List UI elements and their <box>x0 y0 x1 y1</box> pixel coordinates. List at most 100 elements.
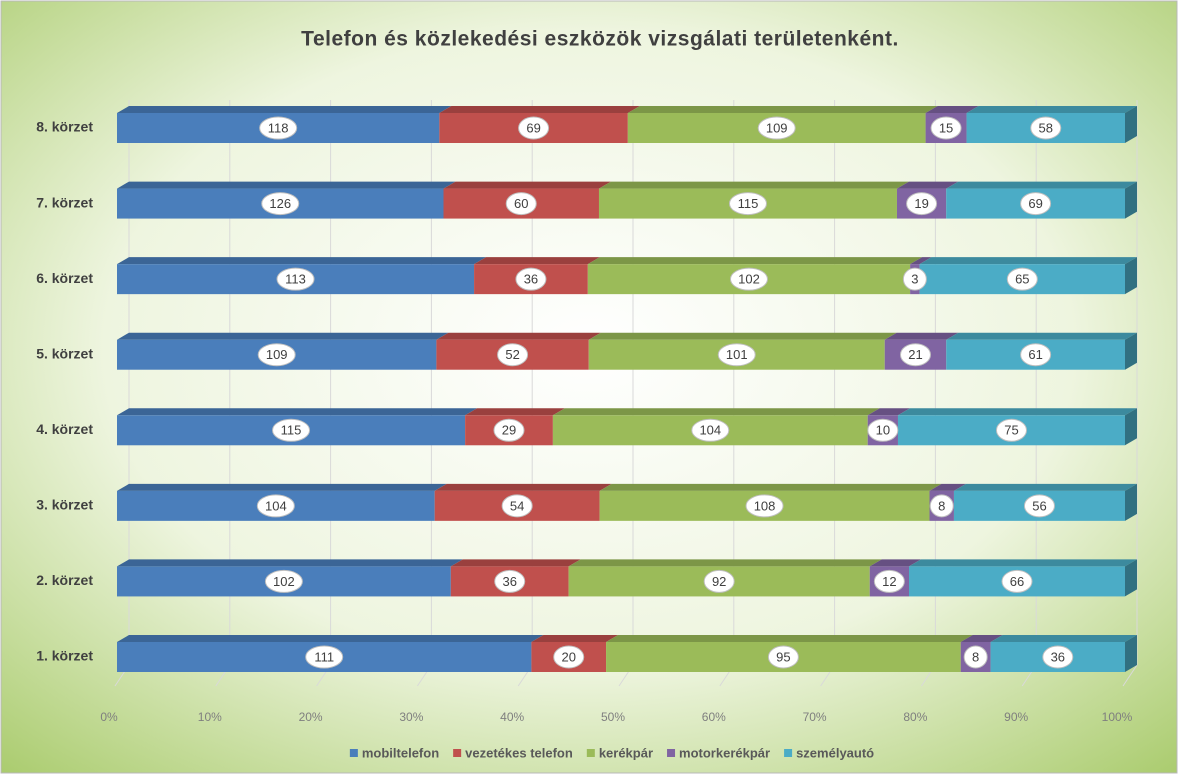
data-label: 54 <box>510 498 524 513</box>
bar-side <box>1125 483 1137 521</box>
data-label-bg <box>745 494 784 518</box>
x-tick-label: 70% <box>803 710 827 724</box>
data-label: 75 <box>1004 423 1018 438</box>
data-label-bg <box>1001 569 1033 593</box>
data-label-bg <box>518 116 550 140</box>
bar-top <box>588 332 897 340</box>
bar-top <box>919 257 1137 265</box>
data-label-bg <box>1020 192 1052 216</box>
legend-swatch <box>349 749 358 757</box>
data-label-bg <box>757 116 796 140</box>
bar-top <box>910 257 932 265</box>
data-label: 3 <box>911 272 918 287</box>
bar-top <box>606 635 973 642</box>
data-label-bg <box>902 267 927 291</box>
bar-top <box>117 483 447 491</box>
data-label: 69 <box>526 120 540 135</box>
data-label: 12 <box>882 574 896 589</box>
data-label-bg <box>515 267 547 291</box>
bar-top <box>909 559 1137 567</box>
legend-label: vezetékes telefon <box>465 745 573 760</box>
data-label-bg <box>272 418 311 442</box>
data-label-bg <box>1042 645 1074 669</box>
data-label-bg <box>929 494 954 518</box>
data-label: 92 <box>712 574 726 589</box>
bar-top <box>587 257 923 265</box>
data-label-bg <box>899 343 931 367</box>
data-label: 115 <box>738 196 759 211</box>
bar-side <box>1125 106 1137 143</box>
data-label: 21 <box>908 347 922 362</box>
data-label: 8 <box>972 649 979 664</box>
data-label: 104 <box>265 498 287 513</box>
bar-top <box>117 559 463 567</box>
bar-top <box>867 408 910 416</box>
data-label-bg <box>1006 267 1038 291</box>
data-label-bg <box>256 494 295 518</box>
data-label: 108 <box>754 498 776 513</box>
bar-top <box>627 106 938 113</box>
data-label: 19 <box>914 196 928 211</box>
data-label: 111 <box>314 649 334 664</box>
bar-top <box>599 483 942 491</box>
data-label-bg <box>1020 343 1052 367</box>
data-label: 109 <box>266 347 288 362</box>
legend-swatch <box>586 749 595 757</box>
data-label-bg <box>259 116 298 140</box>
x-tick-label: 40% <box>500 710 524 724</box>
bar-top <box>436 332 601 340</box>
data-label: 118 <box>268 120 289 135</box>
legend-swatch <box>667 749 676 757</box>
x-tick-label: 80% <box>903 710 927 724</box>
bar-top <box>531 635 619 642</box>
bar-top <box>450 559 581 567</box>
legend-swatch <box>453 749 462 757</box>
data-label: 126 <box>269 196 291 211</box>
data-label: 102 <box>738 272 760 287</box>
data-label-bg <box>995 418 1027 442</box>
chart-title: Telefon és közlekedési eszközök vizsgála… <box>301 28 899 51</box>
legend-label: személyautó <box>796 745 874 760</box>
y-tick-label: 2. körzet <box>36 572 93 588</box>
bar-top <box>117 332 449 340</box>
legend-label: kerékpár <box>599 745 653 760</box>
bar-top <box>925 106 979 113</box>
x-tick-label: 60% <box>702 710 726 724</box>
y-tick-label: 1. körzet <box>36 648 93 664</box>
x-tick-label: 90% <box>1004 710 1028 724</box>
data-label: 115 <box>281 423 302 438</box>
grid-floor-line <box>1122 664 1138 687</box>
data-label: 36 <box>524 272 538 287</box>
data-label-bg <box>261 192 300 216</box>
bar-side <box>1125 181 1137 219</box>
legend-label: mobiltelefon <box>362 745 439 760</box>
data-label: 8 <box>938 498 945 513</box>
data-label-bg <box>305 645 344 669</box>
bar-top <box>117 408 478 416</box>
data-label: 29 <box>502 423 516 438</box>
data-label-bg <box>505 192 537 216</box>
bar-side <box>1125 408 1137 446</box>
bar-top <box>474 257 600 265</box>
bar-side <box>1125 257 1137 295</box>
data-label: 36 <box>502 574 516 589</box>
bar-top <box>598 181 909 189</box>
x-tick-label: 30% <box>399 710 423 724</box>
bar-top <box>443 181 611 189</box>
bar-top <box>990 635 1137 642</box>
data-label: 15 <box>939 120 953 135</box>
bar-side <box>1125 559 1137 597</box>
data-label: 36 <box>1051 649 1065 664</box>
bar-top <box>966 106 1137 113</box>
data-label-bg <box>257 343 296 367</box>
data-label-bg <box>729 267 768 291</box>
x-tick-label: 0% <box>100 710 118 724</box>
data-label-bg <box>1023 494 1055 518</box>
x-tick-label: 100% <box>1102 710 1133 724</box>
data-label: 20 <box>561 649 575 664</box>
bar-top <box>568 559 882 567</box>
data-label-bg <box>703 569 735 593</box>
bar-top <box>897 408 1137 416</box>
bar-top <box>953 483 1137 491</box>
data-label-bg <box>494 569 526 593</box>
